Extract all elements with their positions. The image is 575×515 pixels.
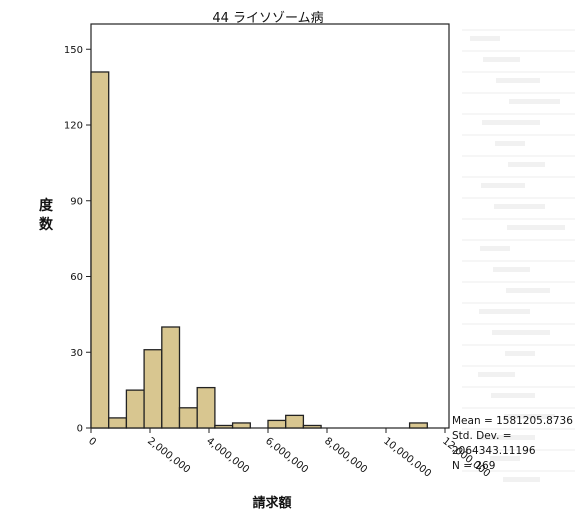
y-tick-label: 90 xyxy=(70,196,83,207)
background-smudge xyxy=(490,456,520,461)
background-smudge xyxy=(478,372,515,377)
stats-box: Mean = 1581205.8736 Std. Dev. = 2064343.… xyxy=(452,415,573,472)
histogram-bar xyxy=(302,424,322,429)
y-tick-label: 150 xyxy=(64,45,83,56)
histogram-bar xyxy=(161,326,181,429)
stats-n: N = 269 xyxy=(452,460,495,472)
background-smudge xyxy=(506,288,550,293)
stats-sd-label: Std. Dev. = xyxy=(452,430,512,442)
background-smudge xyxy=(494,204,545,209)
background-smudge xyxy=(483,57,520,62)
histogram-bar xyxy=(108,417,128,429)
x-tick-label: 8,000,000 xyxy=(322,436,369,476)
stats-sd-value: 2064343.11196 xyxy=(452,445,536,457)
x-tick-label: 10,000,000 xyxy=(381,436,433,480)
y-tick-label: 120 xyxy=(64,121,83,132)
background-smudge xyxy=(482,120,540,125)
histogram-bar xyxy=(178,407,198,429)
background-smudge xyxy=(503,477,540,482)
y-tick-label: 0 xyxy=(77,424,83,435)
x-tick-label: 2,000,000 xyxy=(145,436,192,476)
x-tick-label: 0 xyxy=(86,436,98,449)
background-smudge xyxy=(507,225,565,230)
histogram-bar xyxy=(125,389,145,429)
stats-mean: Mean = 1581205.8736 xyxy=(452,415,573,427)
x-axis-label: 請求額 xyxy=(252,495,291,511)
y-tick-label: 30 xyxy=(70,348,83,359)
histogram-bar xyxy=(408,422,428,429)
background-smudge xyxy=(481,183,525,188)
background-smudge xyxy=(496,78,540,83)
background-smudge xyxy=(508,162,545,167)
x-tick-label: 12,000,000 xyxy=(440,436,492,480)
background-smudge xyxy=(509,99,560,104)
histogram-bar xyxy=(196,386,216,429)
histogram-bar xyxy=(143,349,163,429)
background-smudge xyxy=(495,141,525,146)
y-tick-label: 60 xyxy=(70,272,83,283)
background-smudge xyxy=(505,351,535,356)
y-axis-label: 度数 xyxy=(39,197,54,233)
background-smudge xyxy=(492,330,550,335)
histogram-bar xyxy=(285,414,305,429)
y-axis: 0 30 60 90 120 150 xyxy=(64,45,91,435)
background-smudge xyxy=(493,267,530,272)
histogram-bar xyxy=(90,71,110,429)
x-axis: 0 2,000,000 4,000,000 6,000,000 8,000,000 10,… xyxy=(86,428,492,480)
background-smudge xyxy=(480,246,510,251)
background-smudge xyxy=(491,393,535,398)
histogram-bar xyxy=(267,419,287,429)
bar-series xyxy=(90,71,428,429)
chart-title: 44 ライソゾーム病 xyxy=(212,11,323,26)
background-smudge xyxy=(504,414,555,419)
background-smudge xyxy=(470,36,500,41)
x-tick-label: 4,000,000 xyxy=(204,436,251,476)
background-smudge xyxy=(477,435,535,440)
histogram-bar xyxy=(231,422,251,429)
x-tick-label: 6,000,000 xyxy=(263,436,310,476)
histogram-bar xyxy=(214,424,234,429)
background-smudge xyxy=(479,309,530,314)
